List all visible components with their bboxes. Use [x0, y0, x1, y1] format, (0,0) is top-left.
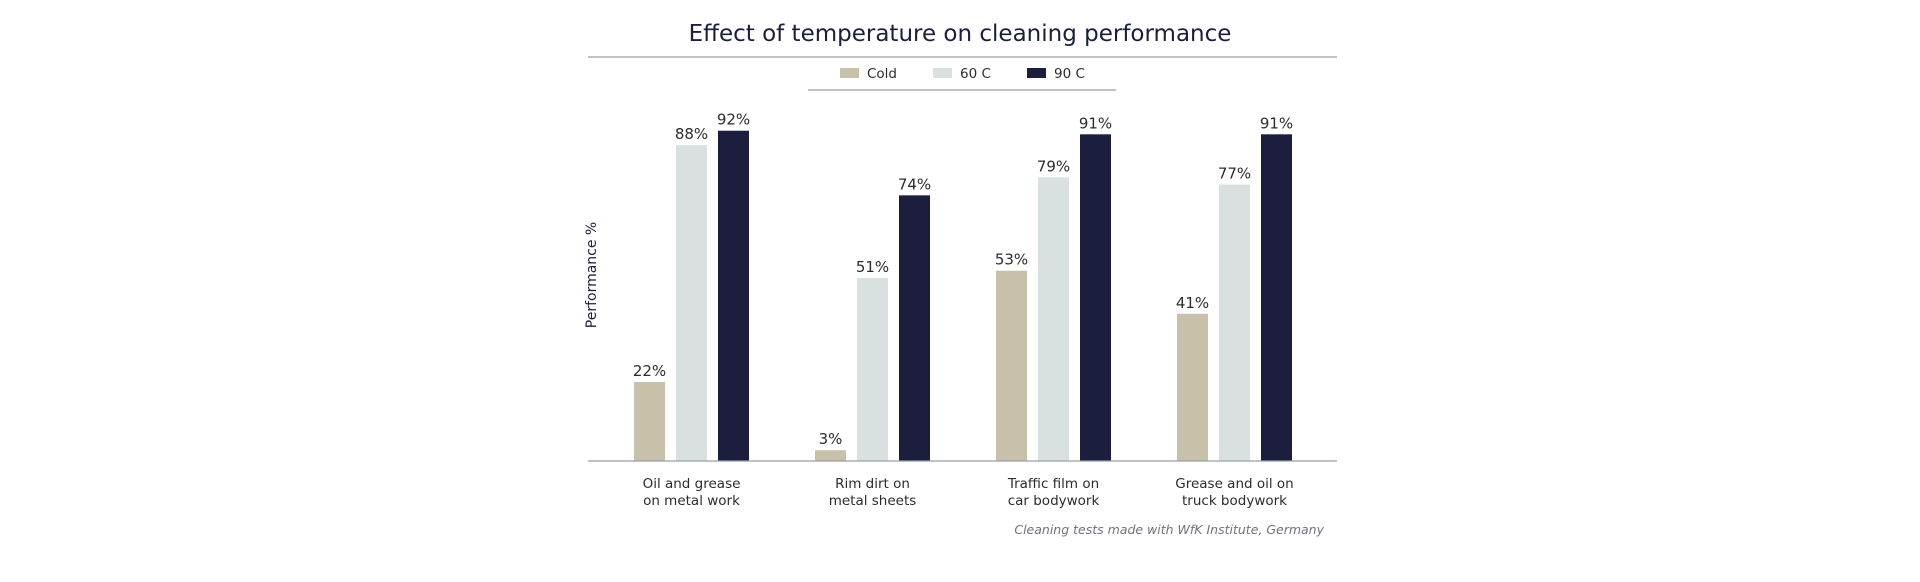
data-label-2-1: 79% [1037, 157, 1070, 175]
data-label-0-0: 22% [633, 362, 666, 380]
data-label-1-2: 74% [898, 175, 931, 193]
data-label-3-1: 77% [1218, 165, 1251, 183]
y-axis-label: Performance % [584, 222, 600, 328]
legend-label-1: 60 C [960, 66, 991, 82]
data-label-1-0: 3% [819, 430, 843, 448]
data-label-2-0: 53% [995, 251, 1028, 269]
bar-2-2 [1080, 134, 1111, 461]
data-label-2-2: 91% [1079, 114, 1112, 132]
legend-swatch-1 [933, 68, 952, 78]
data-label-0-1: 88% [675, 125, 708, 143]
bar-1-2 [899, 195, 930, 461]
bar-2-1 [1038, 177, 1069, 461]
bars-group: 22% 88% 92% 3% 51% 74% 53% 79% 91% 41% 77% 91% [633, 111, 1293, 461]
legend-swatch-2 [1027, 68, 1046, 78]
legend-swatch-0 [840, 68, 859, 78]
bar-3-1 [1219, 184, 1250, 461]
category-label-2-0: Traffic film on [1007, 476, 1099, 492]
category-label-3-0: Grease and oil on [1175, 476, 1293, 492]
category-label-0-1: on metal work [643, 493, 740, 509]
bar-3-0 [1177, 313, 1208, 461]
legend-label-2: 90 C [1054, 66, 1085, 82]
category-label-1-1: metal sheets [829, 493, 917, 509]
category-label-3-1: truck bodywork [1182, 493, 1287, 509]
bar-3-2 [1261, 134, 1292, 461]
category-label-2-1: car bodywork [1008, 493, 1100, 509]
data-label-0-2: 92% [717, 111, 750, 129]
data-label-3-2: 91% [1260, 114, 1293, 132]
legend: Cold 60 C 90 C [840, 66, 1085, 82]
category-label-1-0: Rim dirt on [835, 476, 910, 492]
bar-1-0 [815, 450, 846, 461]
bar-2-0 [996, 270, 1027, 461]
bar-0-1 [676, 145, 707, 461]
data-label-3-0: 41% [1176, 294, 1209, 312]
legend-label-0: Cold [867, 66, 897, 82]
bar-1-1 [857, 277, 888, 461]
bar-0-2 [718, 130, 749, 461]
chart-title: Effect of temperature on cleaning perfor… [689, 21, 1232, 47]
category-label-0-0: Oil and grease [643, 476, 741, 492]
bar-0-0 [634, 382, 665, 461]
source-note: Cleaning tests made with WfK Institute, … [1014, 522, 1324, 537]
data-label-1-1: 51% [856, 258, 889, 276]
